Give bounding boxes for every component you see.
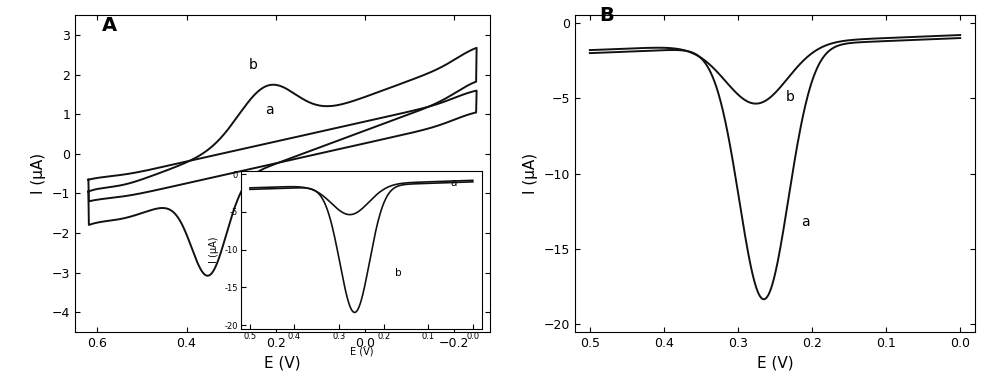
Text: a: a (801, 215, 810, 229)
X-axis label: E (V): E (V) (757, 356, 793, 371)
Y-axis label: I (μA): I (μA) (523, 153, 538, 194)
X-axis label: E (V): E (V) (264, 356, 301, 371)
Text: a: a (265, 103, 273, 117)
Text: b: b (786, 90, 795, 104)
Text: A: A (102, 16, 117, 35)
Text: B: B (599, 7, 614, 25)
Text: b: b (249, 58, 258, 72)
Y-axis label: I (μA): I (μA) (31, 153, 46, 194)
